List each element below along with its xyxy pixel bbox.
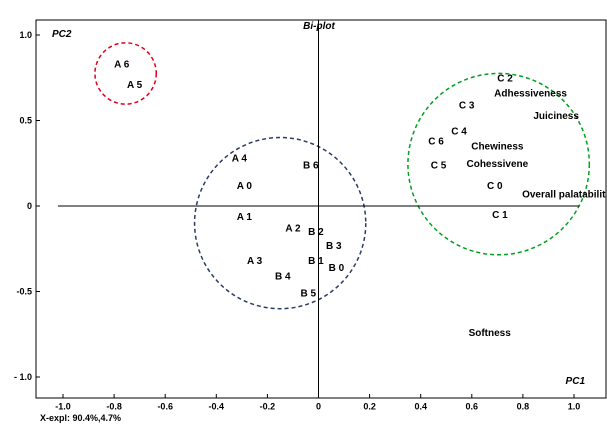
x-tick-label: 0.4 xyxy=(414,401,427,411)
attribute-label: Cohessivene xyxy=(466,159,528,170)
x-tick-label: 0.6 xyxy=(466,401,479,411)
sample-point-label: B 4 xyxy=(275,272,291,283)
sample-point-label: A 5 xyxy=(127,80,143,91)
attribute-label: Juiciness xyxy=(533,111,579,122)
chart-title: Bi-plot xyxy=(303,21,335,32)
y-tick-label: 0 xyxy=(27,201,32,211)
sample-point-label: C 3 xyxy=(459,101,475,112)
sample-point-label: A 2 xyxy=(285,224,301,235)
x-tick-label: 1.0 xyxy=(568,401,581,411)
sample-point-label: B 1 xyxy=(308,256,324,267)
y-tick-label: 1.0 xyxy=(19,30,32,40)
group-circle xyxy=(407,72,591,256)
point-labels: A 6 A 5 A 4 A 0 A 1 A 2 A 3 B 6 B 2B 3B 1 B 0 B 4 B… xyxy=(114,60,606,339)
sample-point-label: C 4 xyxy=(451,126,467,137)
sample-point-label: A 0 xyxy=(237,181,253,192)
x-tick-label: 0.2 xyxy=(363,401,376,411)
group-circles xyxy=(94,42,591,310)
sample-point-label: B 0 xyxy=(329,263,345,274)
sample-point-label: B 6 xyxy=(303,160,319,171)
plot-frame xyxy=(35,19,607,399)
x-tick-label: -1.0 xyxy=(55,401,71,411)
x-tick-label: 0.8 xyxy=(517,401,530,411)
attribute-label: Adhessiveness xyxy=(494,89,567,100)
attribute-label: Softness xyxy=(469,328,512,339)
frame-layer xyxy=(35,19,607,399)
sample-point-label: C 5 xyxy=(431,160,447,171)
x-tick-label: -0.4 xyxy=(209,401,225,411)
y-tick-label: 0.5 xyxy=(19,116,32,126)
x-tick-label: 0 xyxy=(316,401,321,411)
sample-point-label: C 1 xyxy=(492,210,508,221)
sample-point-label: A 3 xyxy=(247,256,263,267)
attribute-label: Chewiness xyxy=(471,142,524,153)
sample-point-label: C 6 xyxy=(428,137,444,148)
sample-point-label: A 4 xyxy=(232,154,248,165)
attribute-label: Overall palatabilit xyxy=(522,190,606,201)
axes: -1.0 -0.8 -0.6 -0.4 -0.2 0 0.2 0.4 0.6 0.8 1.0 1.0 0… xyxy=(14,20,580,411)
x-tick-label: -0.2 xyxy=(260,401,276,411)
x-tick-label: -0.8 xyxy=(106,401,122,411)
x-tick-label: -0.6 xyxy=(157,401,173,411)
y-axis-label: PC2 xyxy=(52,29,72,40)
explained-variance-note: X-expl: 90.4%,4.7% xyxy=(40,413,121,423)
y-tick-label: -0.5 xyxy=(16,287,32,297)
sample-point-label: C 0 xyxy=(487,181,503,192)
sample-point-label: C 2 xyxy=(497,73,513,84)
sample-point-label: B 5 xyxy=(300,289,316,300)
sample-point-label: A 1 xyxy=(237,212,253,223)
y-tick-label: - 1.0 xyxy=(14,372,32,382)
group-circle xyxy=(94,42,158,105)
x-axis-label: PC1 xyxy=(566,376,586,387)
sample-point-label: B 2 xyxy=(308,227,324,238)
sample-point-label: B 3 xyxy=(326,241,342,252)
sample-point-label: A 6 xyxy=(114,60,130,71)
group-circle xyxy=(193,136,367,310)
